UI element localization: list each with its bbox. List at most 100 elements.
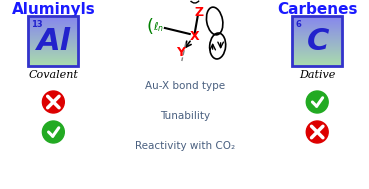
Bar	[292, 39, 342, 40]
Text: Al: Al	[37, 28, 72, 57]
Bar	[28, 59, 78, 60]
Bar	[292, 50, 342, 51]
Bar	[28, 49, 78, 50]
Circle shape	[306, 91, 328, 113]
Bar	[28, 47, 78, 48]
Bar	[28, 55, 78, 56]
Bar	[292, 56, 342, 57]
Bar	[28, 27, 78, 28]
Bar	[28, 44, 78, 45]
Bar	[292, 21, 342, 22]
Bar	[292, 51, 342, 52]
Bar	[292, 37, 342, 38]
Bar	[292, 45, 342, 46]
Bar	[28, 54, 78, 55]
Bar	[28, 17, 78, 18]
Bar	[28, 32, 78, 33]
Bar	[292, 41, 342, 42]
Bar	[28, 52, 78, 53]
Bar	[292, 36, 342, 37]
Circle shape	[42, 91, 64, 113]
Bar	[28, 42, 78, 43]
Text: 13: 13	[31, 20, 43, 29]
Bar	[292, 18, 342, 19]
Bar	[292, 35, 342, 36]
Bar	[292, 25, 342, 26]
Bar	[28, 18, 78, 19]
Bar	[28, 25, 78, 26]
Bar	[28, 31, 78, 32]
Bar	[28, 21, 78, 22]
Bar	[28, 53, 78, 54]
Bar	[292, 23, 342, 24]
Bar	[28, 24, 78, 25]
Text: Y: Y	[176, 46, 185, 60]
Bar	[292, 19, 342, 20]
Bar	[28, 16, 78, 17]
Bar	[28, 63, 78, 64]
Bar	[292, 55, 342, 56]
Bar	[292, 32, 342, 33]
Bar	[28, 38, 78, 39]
Bar	[28, 29, 78, 30]
Bar	[28, 40, 78, 41]
Text: 6: 6	[295, 20, 301, 29]
Bar	[28, 60, 78, 61]
Bar	[292, 38, 342, 39]
Bar	[292, 16, 342, 66]
Bar	[292, 57, 342, 58]
Bar	[28, 57, 78, 58]
Bar	[292, 47, 342, 48]
Text: $\ell_n$: $\ell_n$	[154, 20, 165, 34]
Text: Z: Z	[194, 6, 203, 19]
Bar	[292, 31, 342, 32]
Text: Reactivity with CO₂: Reactivity with CO₂	[135, 141, 235, 151]
Bar	[292, 48, 342, 49]
Bar	[28, 39, 78, 40]
Text: Carbenes: Carbenes	[277, 2, 358, 17]
Bar	[28, 43, 78, 44]
Bar	[292, 26, 342, 27]
Bar	[292, 33, 342, 34]
Bar	[292, 60, 342, 61]
Text: Au-X bond type: Au-X bond type	[145, 81, 225, 91]
Bar	[28, 46, 78, 47]
Bar	[292, 64, 342, 65]
Bar	[28, 19, 78, 20]
Bar	[292, 62, 342, 63]
Bar	[28, 51, 78, 52]
Bar	[292, 49, 342, 50]
Text: X: X	[190, 29, 200, 43]
Bar	[292, 22, 342, 23]
Bar	[292, 61, 342, 62]
Text: Covalent: Covalent	[28, 70, 78, 80]
Bar	[28, 35, 78, 36]
Bar	[292, 17, 342, 18]
Bar	[292, 43, 342, 44]
Bar	[28, 26, 78, 27]
Text: Tunability: Tunability	[160, 111, 210, 121]
Bar	[28, 64, 78, 65]
Bar	[28, 62, 78, 63]
Bar	[292, 29, 342, 30]
Bar	[292, 58, 342, 59]
Bar	[28, 45, 78, 46]
Bar	[292, 24, 342, 25]
Bar	[28, 37, 78, 38]
Bar	[28, 41, 78, 42]
Bar	[292, 54, 342, 55]
Bar	[292, 46, 342, 47]
Text: Dative: Dative	[299, 70, 335, 80]
Bar	[28, 48, 78, 49]
Bar	[28, 16, 78, 66]
Bar	[28, 34, 78, 35]
Text: C: C	[307, 28, 330, 57]
Bar	[292, 65, 342, 66]
Bar	[292, 52, 342, 53]
Bar	[292, 27, 342, 28]
Bar	[292, 44, 342, 45]
Bar	[28, 50, 78, 51]
Bar	[292, 59, 342, 60]
Text: (: (	[146, 18, 154, 36]
Bar	[28, 61, 78, 62]
